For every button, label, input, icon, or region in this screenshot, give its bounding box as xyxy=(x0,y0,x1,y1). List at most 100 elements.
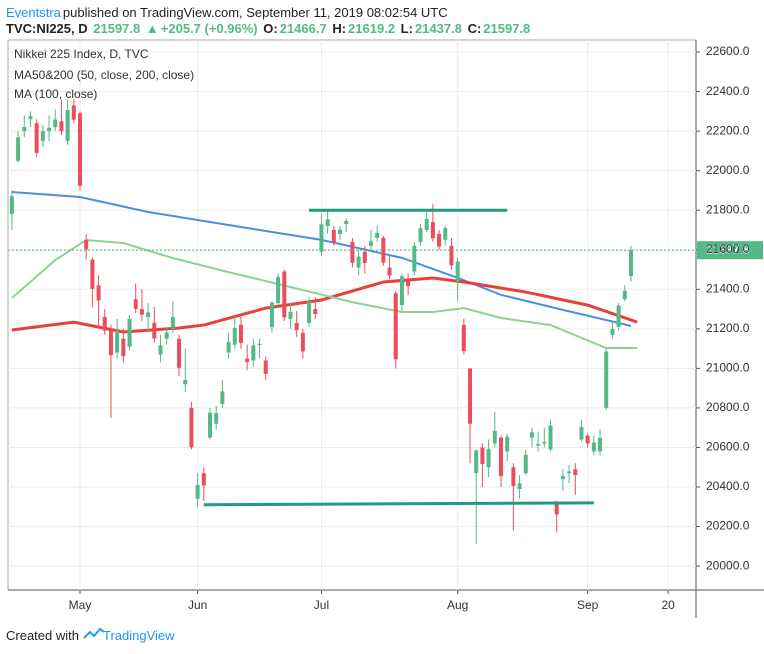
created-with: Created with xyxy=(6,628,79,643)
candle-body xyxy=(102,316,107,331)
candle-body xyxy=(65,109,70,142)
candle-body xyxy=(90,259,95,289)
candle-body xyxy=(622,290,627,300)
candle-body xyxy=(164,332,169,339)
ohlc-label: C: xyxy=(467,21,482,36)
symbol-line: TVC:NI225, D 21597.8 ▲ +205.7 (+0.96%) O:… xyxy=(6,21,532,36)
candle-body xyxy=(498,437,503,477)
candle-body xyxy=(468,368,473,424)
candle-body xyxy=(381,237,386,263)
low: 21437.8 xyxy=(414,21,462,36)
candle-body xyxy=(251,345,256,361)
ohlc-label: L: xyxy=(400,21,413,36)
candle-body xyxy=(276,277,281,304)
candle-body xyxy=(201,473,206,486)
candle-body xyxy=(84,239,89,250)
candle-body xyxy=(579,426,584,440)
candle-body xyxy=(567,471,572,474)
y-tick-label: 21200.0 xyxy=(706,321,750,335)
candle-body xyxy=(195,485,200,499)
arrow: ▲ xyxy=(145,21,159,36)
y-tick-label: 21600.0 xyxy=(706,242,750,256)
candle-body xyxy=(573,469,578,476)
candle-body xyxy=(338,229,343,234)
candle-body xyxy=(492,430,497,444)
x-tick-label: May xyxy=(69,598,92,612)
candle-body xyxy=(307,301,312,323)
candle-body xyxy=(232,328,237,345)
candle-body xyxy=(474,450,479,474)
candle-body xyxy=(610,329,615,335)
candle-body xyxy=(53,119,58,128)
candle-body xyxy=(34,123,39,153)
candle-body xyxy=(177,338,182,368)
indicator-label: MA50&200 (50, close, 200, close) xyxy=(14,68,194,82)
symbol: TVC:NI225, D xyxy=(6,21,88,36)
candle-body xyxy=(375,232,380,238)
candle-body xyxy=(139,309,144,315)
y-tick-label: 20800.0 xyxy=(706,400,750,414)
y-tick-label: 21800.0 xyxy=(706,202,750,216)
candle-body xyxy=(282,271,287,318)
change: +205.7 (+0.96%) xyxy=(160,21,258,36)
candle-body xyxy=(598,437,603,452)
footer: Created with TradingView xyxy=(6,628,175,643)
ohlc-label: H: xyxy=(332,21,347,36)
candle-body xyxy=(47,127,52,132)
author[interactable]: Eventstra xyxy=(6,5,61,20)
candle-body xyxy=(22,126,27,132)
x-tick-label: Sep xyxy=(577,598,599,612)
candle-body xyxy=(560,475,565,480)
publish-line: Eventstra published on TradingView.com, S… xyxy=(6,5,450,20)
trendline xyxy=(203,501,594,507)
candle-body xyxy=(455,261,460,282)
candle-body xyxy=(115,331,120,353)
y-tick-label: 22200.0 xyxy=(706,123,750,137)
candle-body xyxy=(245,358,250,363)
candle-body xyxy=(517,483,522,489)
candle-body xyxy=(511,467,516,487)
candle-body xyxy=(393,293,398,360)
candle-body xyxy=(418,228,423,242)
moving-average xyxy=(11,191,632,327)
candle-body xyxy=(183,379,188,385)
y-tick-label: 22000.0 xyxy=(706,163,750,177)
candle-body xyxy=(189,407,194,448)
candle-body xyxy=(486,448,491,468)
candle-body xyxy=(331,229,336,243)
y-tick-label: 21000.0 xyxy=(706,361,750,375)
candle-body xyxy=(461,324,466,352)
candle-body xyxy=(127,318,132,347)
candle-body xyxy=(263,360,268,374)
candle-body xyxy=(548,425,553,450)
chart-title: Nikkei 225 Index, D, TVC xyxy=(14,47,149,61)
candle-body xyxy=(238,324,243,343)
candle-body xyxy=(108,330,113,356)
candle-body xyxy=(529,432,534,438)
candle-body xyxy=(40,131,45,142)
candle-body xyxy=(78,113,83,186)
candle-body xyxy=(424,218,429,230)
candle-body xyxy=(554,502,559,515)
candle-body xyxy=(220,391,225,404)
candle-body xyxy=(505,436,510,452)
candle-body xyxy=(604,351,609,408)
candle-body xyxy=(226,341,231,353)
candle-body xyxy=(96,285,101,301)
candle-body xyxy=(437,233,442,247)
candle-body xyxy=(591,442,596,452)
brand[interactable]: TradingView xyxy=(102,628,175,643)
candle-body xyxy=(368,241,373,246)
y-tick-label: 22600.0 xyxy=(706,44,750,58)
candle-body xyxy=(300,332,305,352)
candle-body xyxy=(585,435,590,444)
candle-body xyxy=(16,137,21,161)
candle-body xyxy=(406,281,411,287)
candle-body xyxy=(319,224,324,252)
candle-body xyxy=(616,305,621,327)
candle-body xyxy=(449,245,454,266)
candle-body xyxy=(133,299,138,309)
x-tick-label: 20 xyxy=(661,598,675,612)
y-tick-label: 21400.0 xyxy=(706,281,750,295)
